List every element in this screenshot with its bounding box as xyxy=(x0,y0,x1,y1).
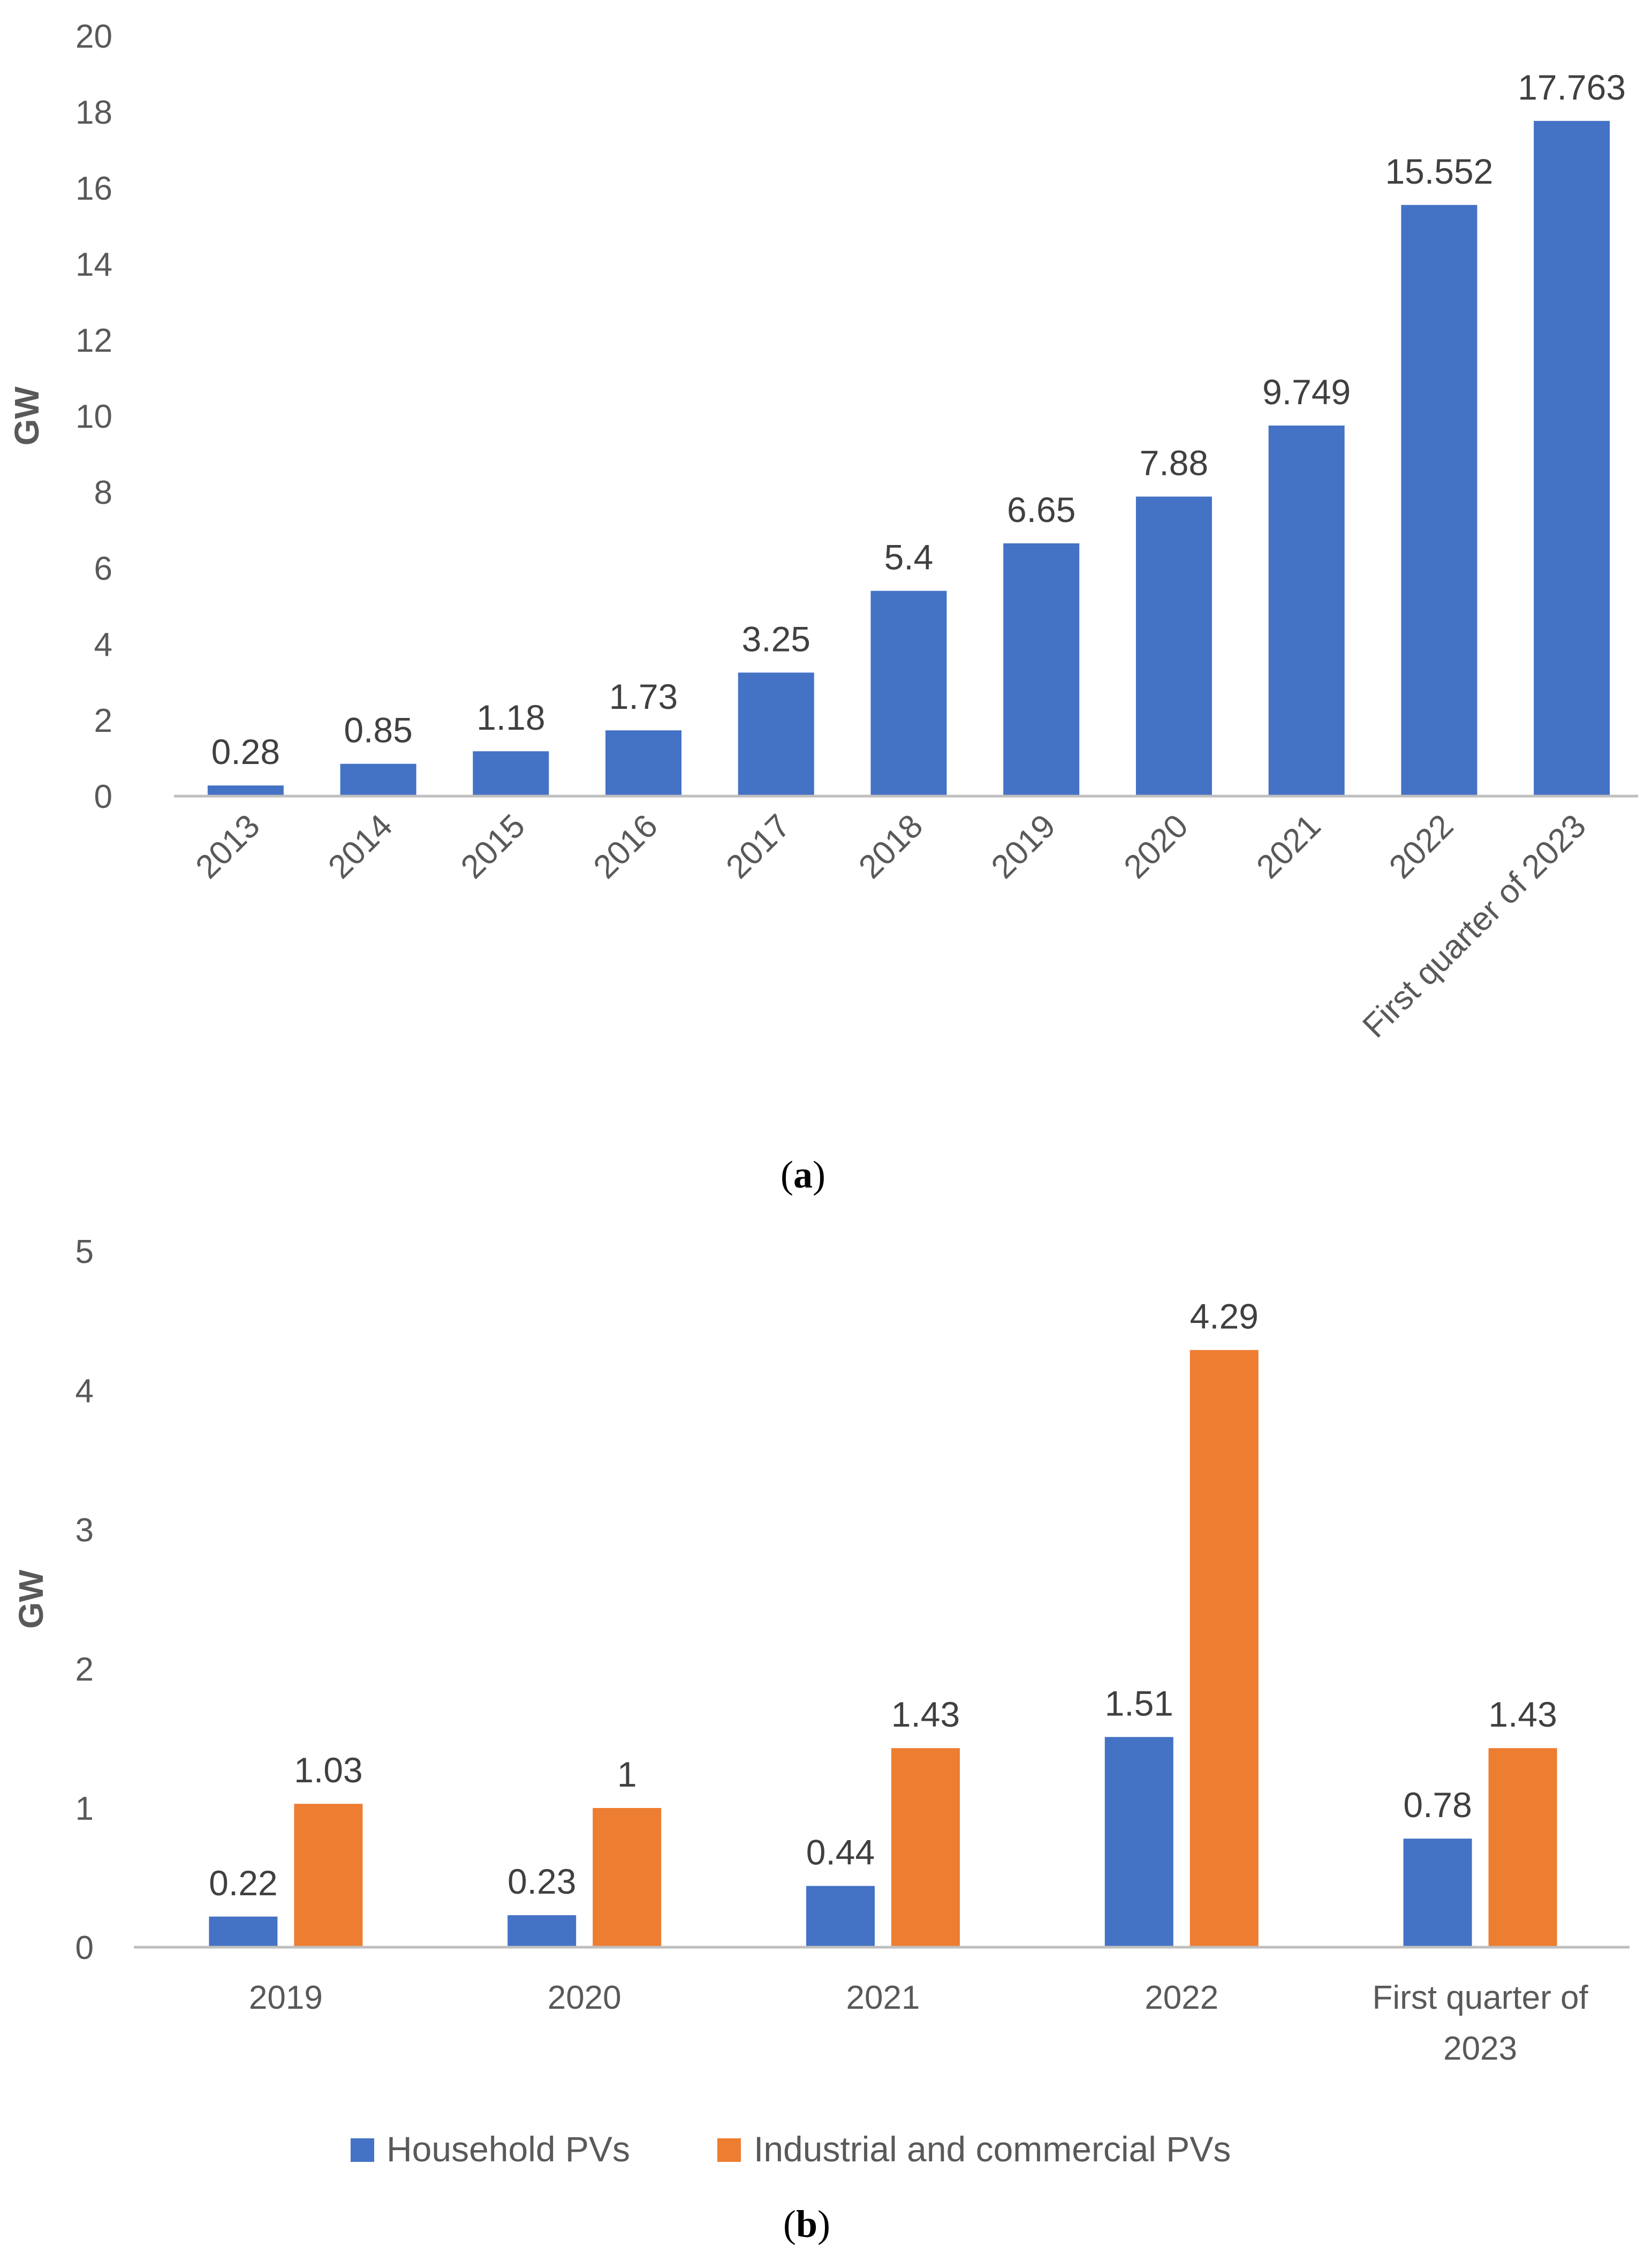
bar-2018 xyxy=(870,591,947,796)
data-label: 5.4 xyxy=(884,538,934,577)
y-axis-title: GW xyxy=(7,386,46,445)
caption-paren-open: ( xyxy=(780,1153,793,1196)
x-tick-label: First quarter of 2023 xyxy=(1355,807,1593,1045)
y-tick-label: 10 xyxy=(75,398,112,435)
x-tick-label-line: 2023 xyxy=(1443,2030,1517,2067)
y-tick-label: 5 xyxy=(75,1234,94,1270)
legend-label-industrial: Industrial and commercial PVs xyxy=(754,2129,1231,2169)
panel-caption-a: (a) xyxy=(780,1153,825,1196)
x-tick-label: 2019 xyxy=(984,807,1063,886)
data-label: 7.88 xyxy=(1140,443,1208,483)
data-label: 0.28 xyxy=(211,732,280,771)
bar-industrial-2022 xyxy=(1189,1350,1259,1947)
caption-paren-open: ( xyxy=(783,2203,796,2245)
bar-2016 xyxy=(605,730,682,796)
y-tick-label: 20 xyxy=(75,18,112,55)
y-tick-label: 2 xyxy=(75,1651,94,1688)
x-tick-label: 2014 xyxy=(321,807,399,886)
y-tick-label: 2 xyxy=(94,702,112,739)
y-axis-title: GW xyxy=(12,1569,50,1629)
x-tick-label-line: 2020 xyxy=(548,1979,622,2016)
x-tick-label: 2013 xyxy=(188,807,267,886)
x-tick-label-line: First quarter of xyxy=(1373,1979,1589,2016)
y-tick-label: 6 xyxy=(94,550,112,587)
y-tick-label: 8 xyxy=(94,474,112,511)
x-tick-label: 2020 xyxy=(548,1979,622,2016)
data-label: 1.43 xyxy=(891,1694,960,1734)
bar-2021 xyxy=(1268,425,1345,796)
bar-industrial-2020 xyxy=(593,1808,662,1947)
data-label: 1 xyxy=(617,1754,637,1794)
x-tick-label-line: 2022 xyxy=(1145,1979,1218,2016)
bar-industrial-2021 xyxy=(891,1748,960,1947)
data-label: 1.43 xyxy=(1488,1694,1557,1734)
bar-2017 xyxy=(738,672,814,796)
data-label: 6.65 xyxy=(1007,490,1075,529)
x-tick-label-line: 2019 xyxy=(249,1979,323,2016)
legend-swatch-industrial xyxy=(717,2138,741,2162)
data-label: 9.749 xyxy=(1262,372,1351,412)
bar-industrial-first-quarter-of-2023 xyxy=(1488,1748,1557,1947)
data-label: 1.51 xyxy=(1105,1683,1173,1723)
y-tick-label: 0 xyxy=(94,778,112,815)
legend-swatch-household xyxy=(351,2138,374,2162)
data-label: 1.03 xyxy=(294,1750,362,1790)
x-tick-label: 2021 xyxy=(1249,807,1328,886)
x-tick-label: 2015 xyxy=(454,807,532,886)
bar-household-2020 xyxy=(507,1915,577,1947)
bar-household-2022 xyxy=(1104,1737,1173,1947)
bar-industrial-2019 xyxy=(294,1804,363,1947)
x-tick-label: 2017 xyxy=(719,807,797,886)
x-tick-label: 2019 xyxy=(249,1979,323,2016)
bar-household-2019 xyxy=(209,1916,278,1947)
x-tick-label: 2022 xyxy=(1382,807,1460,886)
panel-b-grouped-bar-chart: 0 1 2 3 4 5 GW 0.22 1.03 2019 0.23 1 2020 0.44 1.43 202… xyxy=(12,1234,1630,2245)
bar-household-2021 xyxy=(806,1886,875,1947)
data-label: 0.85 xyxy=(344,710,412,750)
caption-paren-close: ) xyxy=(813,1153,825,1196)
data-label: 4.29 xyxy=(1190,1297,1259,1336)
panel-a-bar-chart: 0 2 4 6 8 10 12 14 16 18 20 GW 0.28 2013 0.85 2014 1.18 2… xyxy=(7,18,1638,1196)
bar-2022 xyxy=(1401,205,1477,797)
data-label: 1.18 xyxy=(476,698,545,737)
bar-household-first-quarter-of-2023 xyxy=(1403,1839,1472,1947)
x-tick-label: 2018 xyxy=(852,807,930,886)
legend-label-household: Household PVs xyxy=(387,2129,630,2169)
bar-2019 xyxy=(1003,543,1080,796)
y-tick-label: 4 xyxy=(75,1373,94,1410)
data-label: 3.25 xyxy=(742,619,810,659)
y-tick-label: 18 xyxy=(75,94,112,131)
y-tick-label: 14 xyxy=(75,246,112,283)
bar-2013 xyxy=(207,785,284,796)
bar-2015 xyxy=(473,751,549,796)
panel-caption-b: (b) xyxy=(783,2203,830,2245)
caption-paren-close: ) xyxy=(817,2203,830,2245)
caption-letter: a xyxy=(793,1153,813,1196)
data-label: 0.78 xyxy=(1403,1785,1472,1825)
x-tick-label-line: 2021 xyxy=(846,1979,920,2016)
y-tick-label: 12 xyxy=(75,322,112,359)
data-label: 1.73 xyxy=(609,677,678,716)
y-tick-label: 4 xyxy=(94,626,112,663)
x-tick-label: 2021 xyxy=(846,1979,920,2016)
y-tick-label: 0 xyxy=(75,1930,94,1966)
x-tick-label: 2020 xyxy=(1117,807,1195,886)
x-tick-label: 2022 xyxy=(1145,1979,1218,2016)
y-tick-label: 3 xyxy=(75,1512,94,1549)
data-label: 15.552 xyxy=(1385,152,1493,191)
bar-2014 xyxy=(340,763,416,796)
y-tick-label: 1 xyxy=(75,1790,94,1827)
bar-first-quarter-of-2023 xyxy=(1534,120,1610,796)
data-label: 0.22 xyxy=(209,1863,277,1903)
bar-2020 xyxy=(1135,496,1212,796)
caption-letter: b xyxy=(796,2203,817,2245)
x-tick-label: 2016 xyxy=(587,807,665,886)
y-tick-label: 16 xyxy=(75,170,112,207)
data-label: 17.763 xyxy=(1518,67,1626,107)
data-label: 0.44 xyxy=(806,1833,875,1872)
x-tick-label: First quarter of 2023 xyxy=(1373,1979,1589,2067)
data-label: 0.23 xyxy=(507,1862,576,1901)
